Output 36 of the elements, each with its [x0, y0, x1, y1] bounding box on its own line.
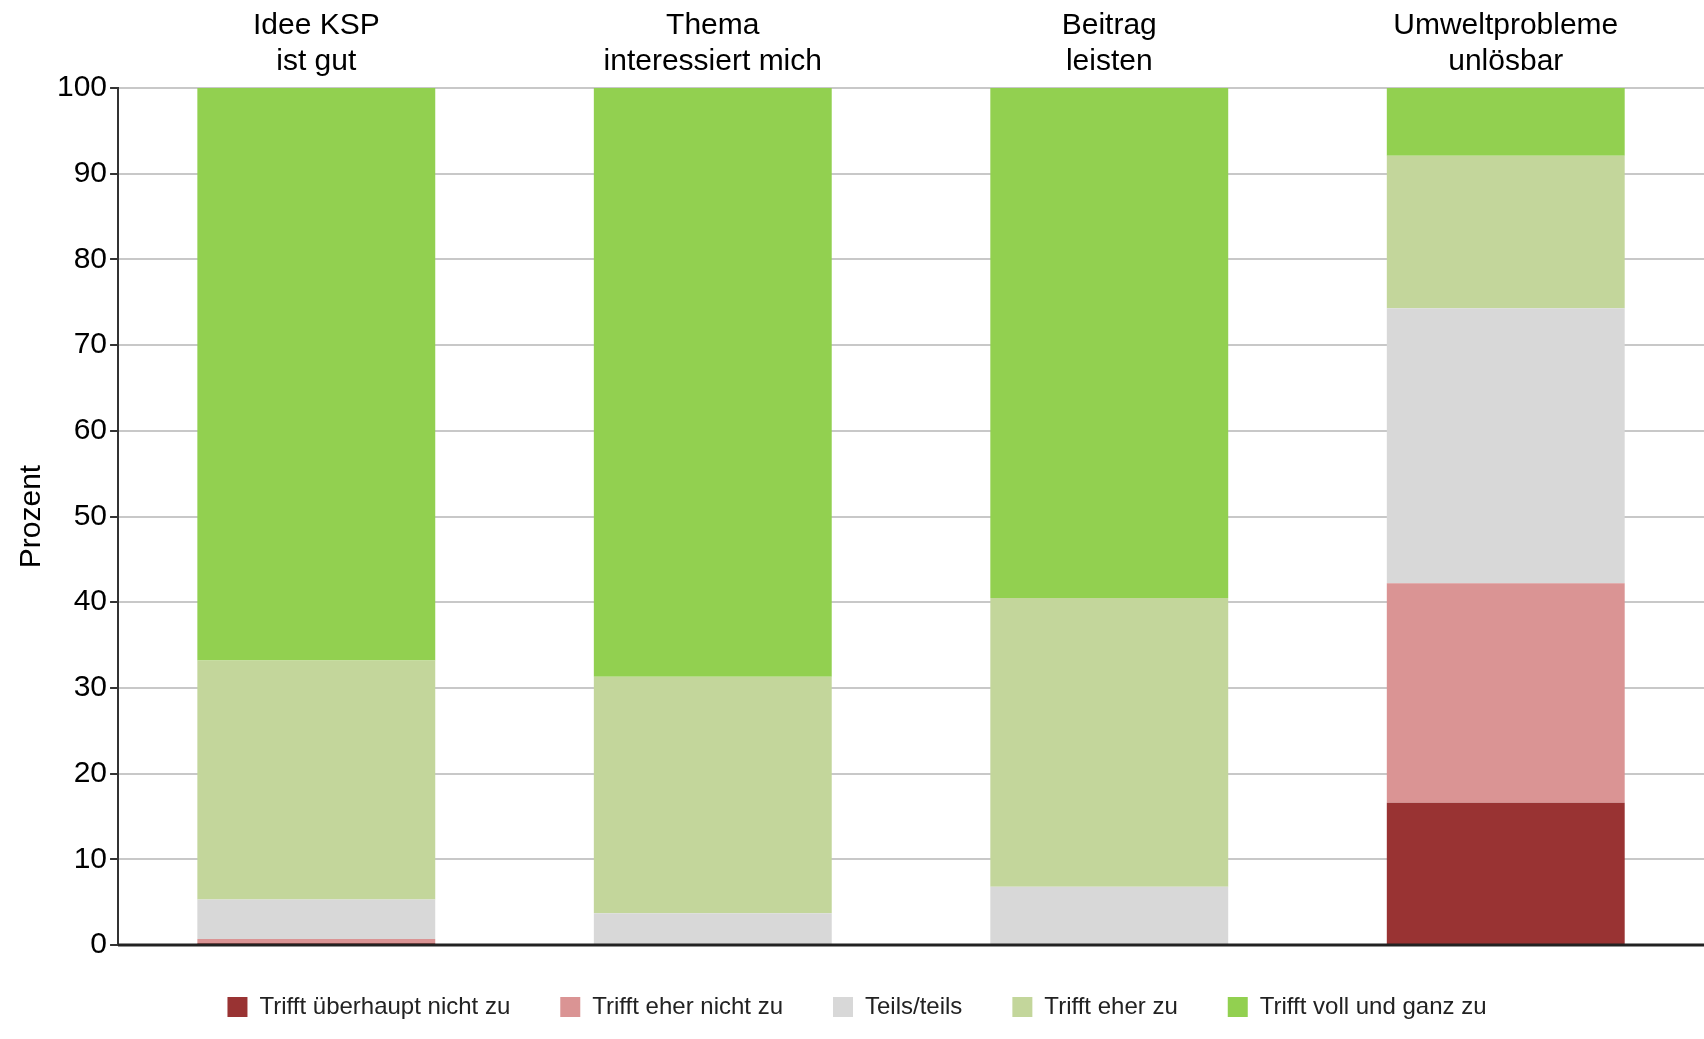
y-tick-label: 30 — [73, 669, 108, 703]
legend-label: Teils/teils — [865, 991, 963, 1019]
y-tick-label: 80 — [73, 240, 108, 274]
bar — [1386, 88, 1625, 156]
bar — [593, 676, 832, 914]
bar — [990, 88, 1229, 598]
legend-label: Trifft eher nicht zu — [592, 991, 784, 1019]
y-tick-label: 10 — [73, 840, 108, 874]
y-tick-label: 60 — [73, 412, 108, 446]
x-tick-label: Thema interessiert mich — [603, 7, 822, 77]
bar — [1386, 583, 1625, 803]
x-tick-label: Umweltprobleme unlösbar — [1393, 7, 1619, 77]
y-tick-label: 100 — [56, 69, 108, 103]
y-tick-label: 0 — [90, 926, 108, 960]
legend-label: Trifft eher zu — [1044, 991, 1178, 1019]
bar — [1386, 155, 1625, 309]
y-tick-label: 40 — [73, 583, 108, 617]
bar — [990, 597, 1229, 887]
bar — [197, 899, 436, 939]
legend-label: Trifft voll und ganz zu — [1259, 991, 1487, 1019]
bar — [593, 88, 832, 677]
bar — [593, 913, 832, 944]
x-tick-label: Idee KSP ist gut — [252, 7, 380, 77]
bar — [1386, 308, 1625, 584]
bar — [197, 88, 436, 661]
bar — [197, 939, 436, 944]
y-tick-label: 90 — [73, 154, 108, 188]
bar — [990, 886, 1229, 944]
x-tick-label: Beitrag leisten — [1061, 7, 1157, 77]
legend-label: Trifft überhaupt nicht zu — [259, 991, 511, 1019]
y-tick-label: 50 — [73, 497, 108, 531]
y-tick-label: 70 — [73, 326, 108, 360]
bar — [1386, 802, 1625, 944]
bar — [197, 660, 436, 900]
y-axis-title: Prozent — [13, 464, 47, 569]
y-tick-label: 20 — [73, 754, 108, 788]
